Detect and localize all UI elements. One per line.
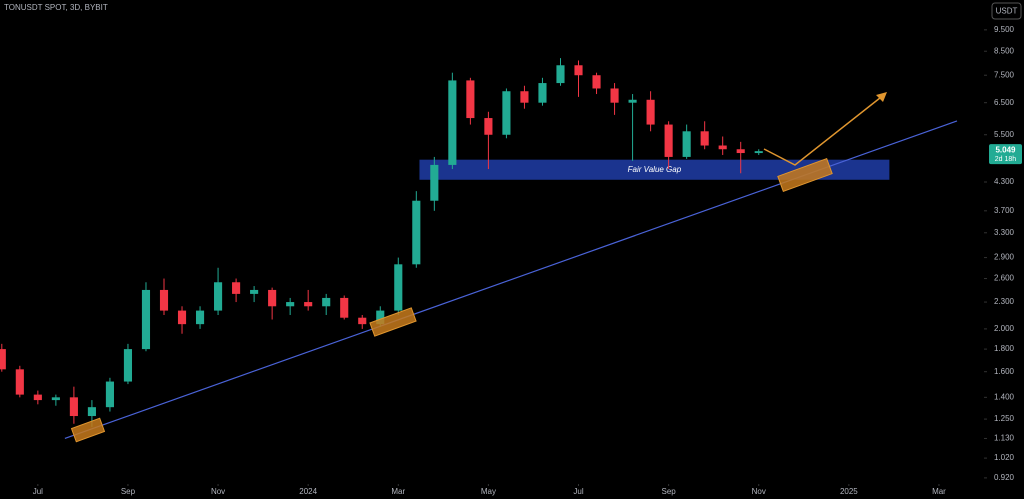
candle-body (394, 264, 403, 311)
candle-body (538, 83, 547, 103)
candle-body (141, 289, 151, 350)
y-tick-label: 2.900 (994, 253, 1015, 262)
x-tick-label: Jul (33, 487, 43, 496)
y-tick-label: 2.000 (994, 324, 1015, 333)
y-tick-label: 7.500 (994, 70, 1015, 79)
y-tick-label: 3.300 (994, 228, 1015, 237)
y-tick-label: 1.250 (994, 414, 1015, 423)
projection-arrow (763, 93, 886, 166)
candle-body (105, 381, 114, 408)
candle-body (754, 151, 763, 154)
candle-body (466, 80, 475, 119)
candle-body (520, 91, 529, 103)
candle-body (718, 145, 727, 150)
candle-body (286, 302, 295, 307)
candle-body (484, 118, 493, 135)
x-tick-label: May (481, 487, 496, 496)
candle-body (646, 99, 655, 125)
candle-body (592, 75, 601, 89)
y-tick-label: 1.800 (994, 344, 1015, 353)
y-tick-label: 6.500 (994, 98, 1015, 107)
y-tick-label: 3.700 (994, 206, 1015, 215)
candle-body (376, 310, 385, 325)
candle-body (430, 164, 439, 201)
candle-body (628, 99, 637, 103)
chart-title: TONUSDT SPOT, 3D, BYBIT (4, 3, 108, 12)
candle-body (195, 310, 205, 325)
candle-body (250, 289, 259, 294)
fair-value-gap-label: Fair Value Gap (628, 165, 682, 174)
candle-body (214, 282, 223, 311)
y-tick-label: 2.300 (994, 297, 1015, 306)
currency-label: USDT (996, 7, 1018, 16)
touch-highlight (70, 417, 106, 443)
candle-body (736, 149, 745, 154)
candle-body (123, 349, 133, 382)
x-tick-label: Sep (662, 487, 677, 496)
candle-body (412, 200, 421, 265)
candle-body (682, 131, 691, 157)
candle-body (51, 397, 60, 401)
candle-body (322, 297, 331, 307)
y-tick-label: 8.500 (994, 46, 1015, 55)
countdown-label: 2d 18h (995, 156, 1017, 163)
candle-body (340, 297, 349, 318)
candle-body (177, 310, 187, 325)
candle-body (358, 317, 367, 325)
last-price-tag (989, 144, 1022, 165)
y-tick-label: 5.500 (994, 130, 1015, 139)
x-tick-label: Sep (121, 487, 136, 496)
y-tick-label: 1.020 (994, 453, 1015, 462)
candle-body (502, 91, 511, 135)
fair-value-gap (419, 159, 890, 180)
candle-body (448, 80, 457, 165)
candle-body (700, 131, 709, 146)
candle-body (268, 289, 277, 307)
candle-body (33, 394, 42, 401)
last-price-label: 5.049 (995, 145, 1016, 154)
candle-body (574, 65, 583, 76)
y-tick-label: 1.600 (994, 367, 1015, 376)
touch-highlight (777, 157, 833, 193)
price-axis: 9.500 8.500 7.500 6.500 5.500 4.300 3.700 3.300… (33, 25, 1022, 496)
candle-body (664, 124, 673, 157)
candle-body (159, 289, 169, 311)
candle-body (304, 302, 313, 307)
x-tick-label: 2025 (840, 487, 858, 496)
arrow-head (876, 92, 887, 102)
x-tick-label: Nov (211, 487, 225, 496)
touch-highlight (369, 307, 417, 337)
currency-button[interactable] (991, 2, 1022, 20)
candle-body (0, 349, 6, 370)
x-tick-label: Nov (752, 487, 766, 496)
y-tick-label: 4.300 (994, 177, 1015, 186)
x-tick-label: Mar (932, 487, 946, 496)
plot-area: Fair Value Gap (0, 58, 958, 440)
y-tick-label: 1.130 (994, 434, 1015, 443)
x-tick-label: Mar (391, 487, 405, 496)
y-tick-label: 9.500 (994, 25, 1015, 34)
candle-body (87, 407, 96, 417)
candle-body (556, 65, 565, 84)
candle-body (610, 88, 619, 103)
y-tick-label: 1.400 (994, 392, 1015, 401)
y-tick-label: 2.600 (994, 274, 1015, 283)
y-tick-label: 0.920 (994, 473, 1015, 482)
candle-body (69, 397, 78, 417)
x-tick-label: 2024 (299, 487, 317, 496)
candle-body (232, 282, 241, 294)
candle-body (15, 369, 24, 395)
x-tick-label: Jul (573, 487, 583, 496)
